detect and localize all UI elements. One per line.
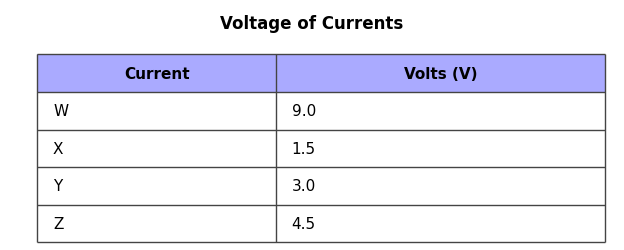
Text: Current: Current bbox=[124, 66, 190, 81]
Bar bbox=[37, 55, 605, 92]
Text: 9.0: 9.0 bbox=[291, 104, 316, 119]
Bar bbox=[37, 130, 605, 168]
Text: Z: Z bbox=[53, 216, 64, 231]
Text: 3.0: 3.0 bbox=[291, 179, 316, 194]
Text: Volts (V): Volts (V) bbox=[404, 66, 477, 81]
Text: Voltage of Currents: Voltage of Currents bbox=[220, 15, 404, 33]
Text: W: W bbox=[53, 104, 68, 119]
Bar bbox=[37, 168, 605, 205]
Text: 4.5: 4.5 bbox=[291, 216, 316, 231]
Text: Y: Y bbox=[53, 179, 62, 194]
Text: X: X bbox=[53, 141, 64, 156]
Bar bbox=[37, 92, 605, 130]
Text: 1.5: 1.5 bbox=[291, 141, 316, 156]
Bar bbox=[37, 205, 605, 242]
